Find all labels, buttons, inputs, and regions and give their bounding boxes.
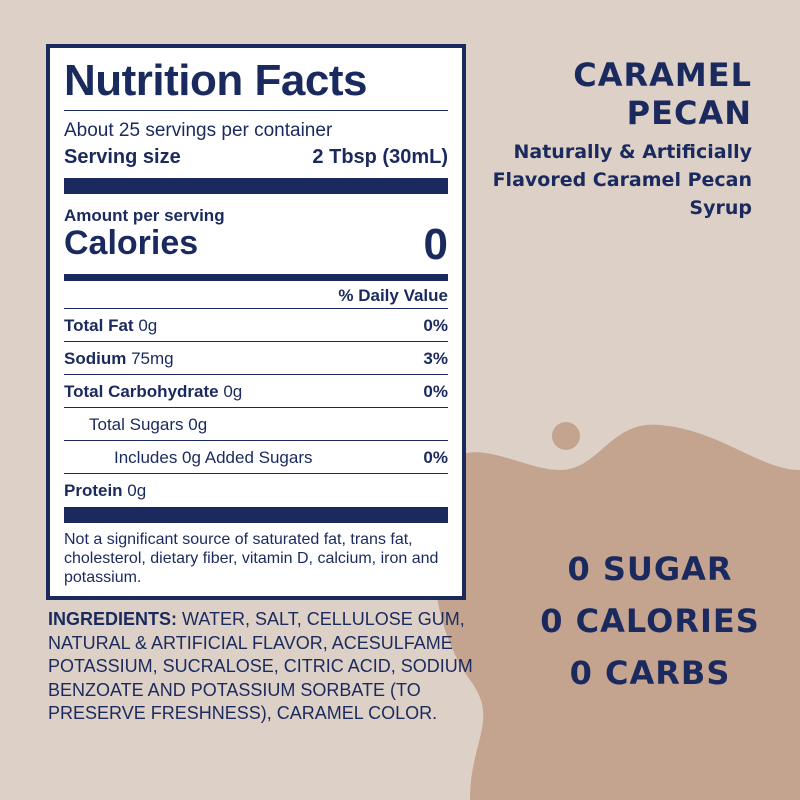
- nutrient: Total Sugars 0g: [64, 415, 207, 435]
- serving-size-label: Serving size: [64, 146, 181, 168]
- nutrient: Includes 0g Added Sugars: [64, 448, 312, 468]
- rule: [64, 274, 448, 281]
- serving-size: Serving size 2 Tbsp (30mL): [64, 146, 448, 169]
- nutrient-amount: 0g: [223, 381, 243, 401]
- rule: [64, 110, 448, 111]
- nutrient-name: Sodium: [64, 348, 127, 368]
- nutrient-row: Total Fat 0g 0%: [64, 308, 448, 342]
- calories-label: Calories: [64, 224, 199, 262]
- nutrient: Total Carbohydrate 0g: [64, 382, 242, 402]
- claims: 0 SUGAR 0 CALORIES 0 CARBS: [520, 550, 780, 706]
- nutrient-name: Protein: [64, 480, 123, 500]
- product-name: CARAMEL PECAN: [573, 56, 752, 132]
- daily-value: 0%: [423, 447, 448, 467]
- ingredients-text: WATER, SALT, CELLULOSE GUM, NATURAL & AR…: [48, 609, 473, 723]
- nutrient-name: Includes 0g Added Sugars: [114, 447, 313, 467]
- daily-value: 3%: [423, 348, 448, 368]
- calories: Calories 0: [64, 220, 448, 269]
- nutrient-amount: 0g: [138, 315, 158, 335]
- daily-value: 0%: [423, 315, 448, 335]
- rule: [64, 178, 448, 194]
- calories-value: 0: [423, 220, 448, 269]
- nutrient-row: Total Sugars 0g: [64, 407, 448, 441]
- nutrition-label: Nutrition Facts About 25 servings per co…: [46, 44, 466, 600]
- nutrient-row: Protein 0g: [64, 473, 448, 507]
- ingredients: INGREDIENTS: WATER, SALT, CELLULOSE GUM,…: [48, 608, 488, 726]
- servings: About 25 servings per container: [64, 120, 333, 141]
- daily-value: 0%: [423, 381, 448, 401]
- claim: 0 CALORIES: [540, 602, 760, 640]
- nutrient-amount: 0g: [127, 480, 147, 500]
- product: CARAMEL PECAN Naturally & Artificially F…: [472, 56, 752, 222]
- label-title: Nutrition Facts: [64, 56, 367, 105]
- nutrient-name: Total Fat: [64, 315, 134, 335]
- rule: [64, 507, 448, 523]
- daily-value-header: % Daily Value: [338, 286, 448, 305]
- claim: 0 SUGAR: [567, 550, 733, 588]
- nutrient: Total Fat 0g: [64, 316, 157, 336]
- nutrient-name: Total Sugars: [89, 414, 184, 434]
- nutrient-row: Includes 0g Added Sugars 0%: [64, 440, 448, 474]
- claim: 0 CARBS: [569, 654, 731, 692]
- nutrient: Sodium 75mg: [64, 349, 174, 369]
- nutrient-row: Total Carbohydrate 0g 0%: [64, 374, 448, 408]
- product-description: Naturally & Artificially Flavored Carame…: [492, 141, 752, 219]
- nutrient: Protein 0g: [64, 481, 146, 501]
- nutrient-amount: 0g: [188, 414, 208, 434]
- ingredients-label: INGREDIENTS:: [48, 609, 178, 629]
- serving-size-value: 2 Tbsp (30mL): [312, 146, 448, 168]
- amount-per-serving: Amount per serving: [64, 206, 225, 225]
- footnote: Not a significant source of saturated fa…: [64, 531, 439, 586]
- nutrient-name: Total Carbohydrate: [64, 381, 219, 401]
- nutrient-row: Sodium 75mg 3%: [64, 341, 448, 375]
- nutrient-amount: 75mg: [131, 348, 174, 368]
